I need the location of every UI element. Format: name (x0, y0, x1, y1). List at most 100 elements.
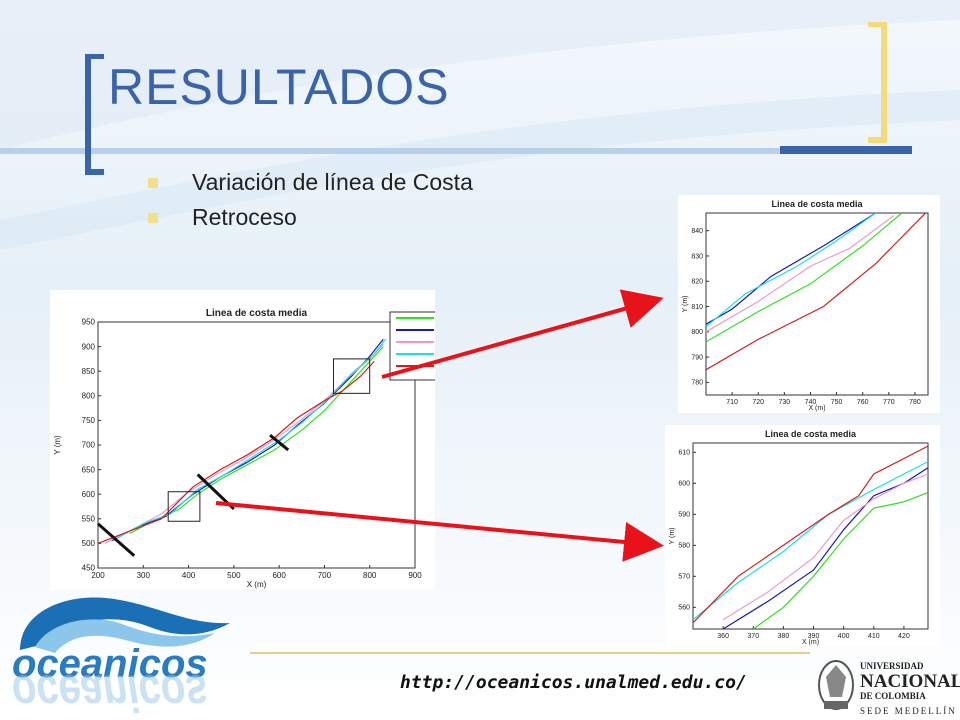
x-tick-label: 420 (898, 633, 910, 640)
chart-title: Linea de costa media (771, 199, 863, 209)
series-line-07-2009 (706, 213, 877, 325)
x-tick-label: 770 (883, 399, 895, 406)
y-axis-label: Y (m) (53, 435, 62, 455)
x-tick-label: 370 (747, 633, 759, 640)
plot-area (97, 321, 416, 569)
x-axis-label: X (m) (247, 580, 267, 589)
y-tick-label: 810 (691, 304, 703, 311)
x-axis-label: X (m) (808, 405, 825, 412)
bullet-marker (148, 177, 158, 188)
series-group (706, 213, 927, 371)
transect-line (269, 433, 290, 452)
series-line-12-2009 (693, 445, 928, 624)
arrow-lower (215, 501, 664, 562)
x-tick-label: 400 (838, 633, 850, 640)
series-group (98, 338, 387, 544)
y-tick-label: 850 (82, 367, 96, 376)
bullet-list: Variación de línea de Costa Retroceso (148, 165, 473, 235)
series-group (693, 445, 928, 629)
oceanicos-logo: oceanicos oceanicos (12, 597, 230, 720)
bullet-marker (148, 212, 158, 223)
x-tick-label: 600 (272, 571, 286, 580)
y-tick-label: 820 (691, 279, 703, 286)
bullet-text: Variación de línea de Costa (192, 169, 473, 195)
y-tick-label: 900 (82, 342, 96, 351)
y-tick-label: 590 (678, 512, 690, 519)
arrow-upper (381, 289, 664, 379)
y-tick-label: 600 (678, 481, 690, 488)
series-line-08-2009 (706, 215, 895, 333)
logo-text-reflection: oceanicos (12, 664, 208, 720)
university-line1: UNIVERSIDAD (860, 661, 924, 671)
slide-title: RESULTADOS (108, 59, 450, 115)
y-tick-label: 700 (82, 441, 96, 450)
y-tick-label: 800 (82, 391, 96, 400)
x-tick-label: 720 (752, 399, 764, 406)
bullet-item: Variación de línea de Costa (148, 165, 473, 200)
footer-divider (250, 652, 810, 654)
y-tick-label: 800 (691, 329, 703, 336)
plot-area (705, 212, 929, 396)
y-tick-label: 790 (691, 354, 703, 361)
zoom-chart-lower: Linea de costa media 360 370 380 390 400 410 42… (665, 425, 940, 647)
y-tick-label: 610 (678, 450, 690, 457)
y-axis-label: Y (m) (669, 528, 676, 545)
university-logo: UNIVERSIDAD NACIONAL DE COLOMBIA SEDE ME… (812, 655, 960, 720)
x-tick-label: 800 (363, 571, 377, 580)
y-tick-label: 950 (82, 318, 96, 327)
zoom-box (167, 491, 201, 522)
series-line-06-2009 (752, 492, 928, 629)
x-axis-label: X (m) (802, 639, 819, 646)
x-tick-label: 740 (805, 399, 817, 406)
y-tick-label: 450 (82, 564, 96, 573)
university-line4: SEDE MEDELLÍN (860, 706, 957, 716)
y-tick-label: 600 (82, 490, 96, 499)
chart-title: Linea de costa media (206, 308, 308, 319)
university-seal-icon (818, 660, 854, 710)
transect-line (97, 522, 136, 557)
series-line-12-2009 (706, 213, 927, 371)
x-tick-label: 380 (778, 633, 790, 640)
bullet-text: Retroceso (192, 204, 297, 230)
y-tick-label: 830 (691, 253, 703, 260)
x-tick-label: 700 (318, 571, 332, 580)
y-tick-label: 840 (691, 228, 703, 235)
y-tick-label: 580 (678, 543, 690, 550)
series-line-08-2009 (722, 473, 928, 621)
zoom-chart-upper: Linea de costa media 710 720 730 740 750 760 77… (678, 195, 940, 413)
y-tick-label: 560 (678, 605, 690, 612)
x-tick-label: 200 (91, 571, 105, 580)
main-shoreline-chart: Linea de costa media 200 300 400 500 600 700 80… (50, 290, 435, 590)
left-bracket (85, 54, 104, 175)
website-url[interactable]: http://oceanicos.unalmed.edu.co/ (400, 672, 747, 693)
zoom-box (332, 358, 371, 394)
y-tick-label: 500 (82, 539, 96, 548)
right-bracket (868, 22, 887, 143)
series-line-06-2009 (129, 346, 384, 535)
series-line-12-2009 (98, 360, 375, 544)
x-tick-label: 750 (831, 399, 843, 406)
y-tick-label: 550 (82, 514, 96, 523)
series-line-06-2009 (706, 213, 903, 343)
x-tick-label: 760 (857, 399, 869, 406)
y-tick-label: 780 (691, 380, 703, 387)
university-line3: DE COLOMBIA (860, 691, 926, 701)
logo-text: oceanicos (12, 642, 208, 686)
y-axis-label: Y (m) (682, 296, 689, 313)
x-tick-label: 710 (726, 399, 738, 406)
x-tick-label: 780 (909, 399, 921, 406)
series-line-09-2009 (115, 338, 387, 540)
x-tick-label: 300 (137, 571, 151, 580)
x-tick-label: 410 (868, 633, 880, 640)
y-tick-label: 570 (678, 574, 690, 581)
x-tick-label: 730 (779, 399, 791, 406)
y-tick-label: 750 (82, 416, 96, 425)
plot-area (692, 442, 929, 630)
x-tick-label: 500 (227, 571, 241, 580)
x-tick-label: 360 (717, 633, 729, 640)
series-line-09-2009 (706, 213, 877, 328)
x-tick-label: 400 (182, 571, 196, 580)
chart-title: Linea de costa media (765, 429, 857, 439)
y-tick-label: 650 (82, 465, 96, 474)
